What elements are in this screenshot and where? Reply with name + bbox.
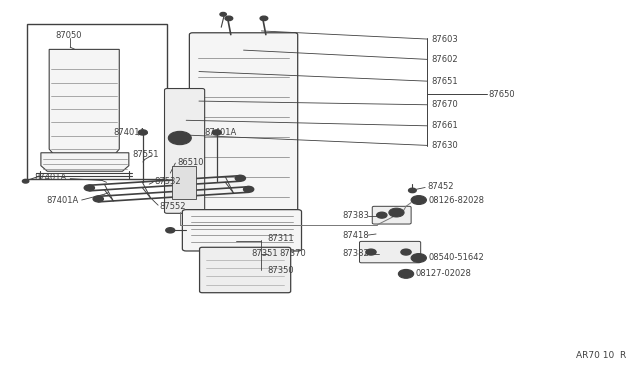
Text: 87418: 87418 xyxy=(342,231,369,240)
Circle shape xyxy=(93,196,103,202)
Circle shape xyxy=(166,228,175,233)
Text: 87401A: 87401A xyxy=(35,173,67,182)
Text: B: B xyxy=(417,198,421,202)
Circle shape xyxy=(225,16,233,20)
Text: 87603: 87603 xyxy=(431,35,458,44)
Text: 87311: 87311 xyxy=(268,234,294,243)
Circle shape xyxy=(212,130,221,135)
Text: S: S xyxy=(417,256,420,260)
Text: 87401A: 87401A xyxy=(113,128,145,137)
FancyBboxPatch shape xyxy=(200,247,291,293)
FancyBboxPatch shape xyxy=(189,33,298,214)
Text: 87401A: 87401A xyxy=(204,128,236,137)
Text: 87382: 87382 xyxy=(342,249,369,258)
Circle shape xyxy=(398,269,413,278)
Circle shape xyxy=(411,254,426,262)
Text: AR70 10  R: AR70 10 R xyxy=(575,350,626,360)
Bar xyxy=(27,23,167,179)
Text: 87401A: 87401A xyxy=(46,196,78,205)
Circle shape xyxy=(260,16,268,20)
Circle shape xyxy=(174,135,186,141)
Text: 87651: 87651 xyxy=(431,77,458,86)
Text: 87370: 87370 xyxy=(279,249,306,258)
Bar xyxy=(172,166,196,199)
Text: 87602: 87602 xyxy=(431,55,458,64)
Circle shape xyxy=(366,249,376,255)
Circle shape xyxy=(168,131,191,145)
Text: 87551: 87551 xyxy=(132,150,159,159)
Circle shape xyxy=(22,179,29,183)
Text: 87350: 87350 xyxy=(268,266,294,275)
Circle shape xyxy=(244,186,253,192)
FancyBboxPatch shape xyxy=(182,210,301,251)
Text: 87630: 87630 xyxy=(431,141,458,150)
Circle shape xyxy=(408,188,416,193)
Text: 87661: 87661 xyxy=(431,121,458,130)
Circle shape xyxy=(401,249,411,255)
Circle shape xyxy=(411,196,426,205)
Text: 87383: 87383 xyxy=(342,211,369,220)
Text: 87650: 87650 xyxy=(489,90,515,99)
Circle shape xyxy=(389,208,404,217)
Polygon shape xyxy=(41,153,129,171)
Text: 87351: 87351 xyxy=(252,249,278,258)
Circle shape xyxy=(236,175,246,181)
Text: 08540-51642: 08540-51642 xyxy=(428,253,484,263)
Text: 87532: 87532 xyxy=(154,177,181,186)
Circle shape xyxy=(138,130,147,135)
FancyBboxPatch shape xyxy=(164,89,205,213)
Text: 08127-02028: 08127-02028 xyxy=(415,269,472,278)
Circle shape xyxy=(220,13,227,16)
FancyBboxPatch shape xyxy=(372,206,411,224)
Text: 87452: 87452 xyxy=(427,182,454,191)
Circle shape xyxy=(377,212,387,218)
Text: 08126-82028: 08126-82028 xyxy=(428,196,484,205)
Text: 87552: 87552 xyxy=(159,202,186,211)
Text: 87050: 87050 xyxy=(56,31,82,40)
Text: 86510: 86510 xyxy=(177,157,204,167)
Circle shape xyxy=(84,185,95,191)
FancyBboxPatch shape xyxy=(360,241,420,263)
Text: 87670: 87670 xyxy=(431,100,458,109)
Polygon shape xyxy=(49,49,119,157)
Text: B: B xyxy=(404,272,408,276)
